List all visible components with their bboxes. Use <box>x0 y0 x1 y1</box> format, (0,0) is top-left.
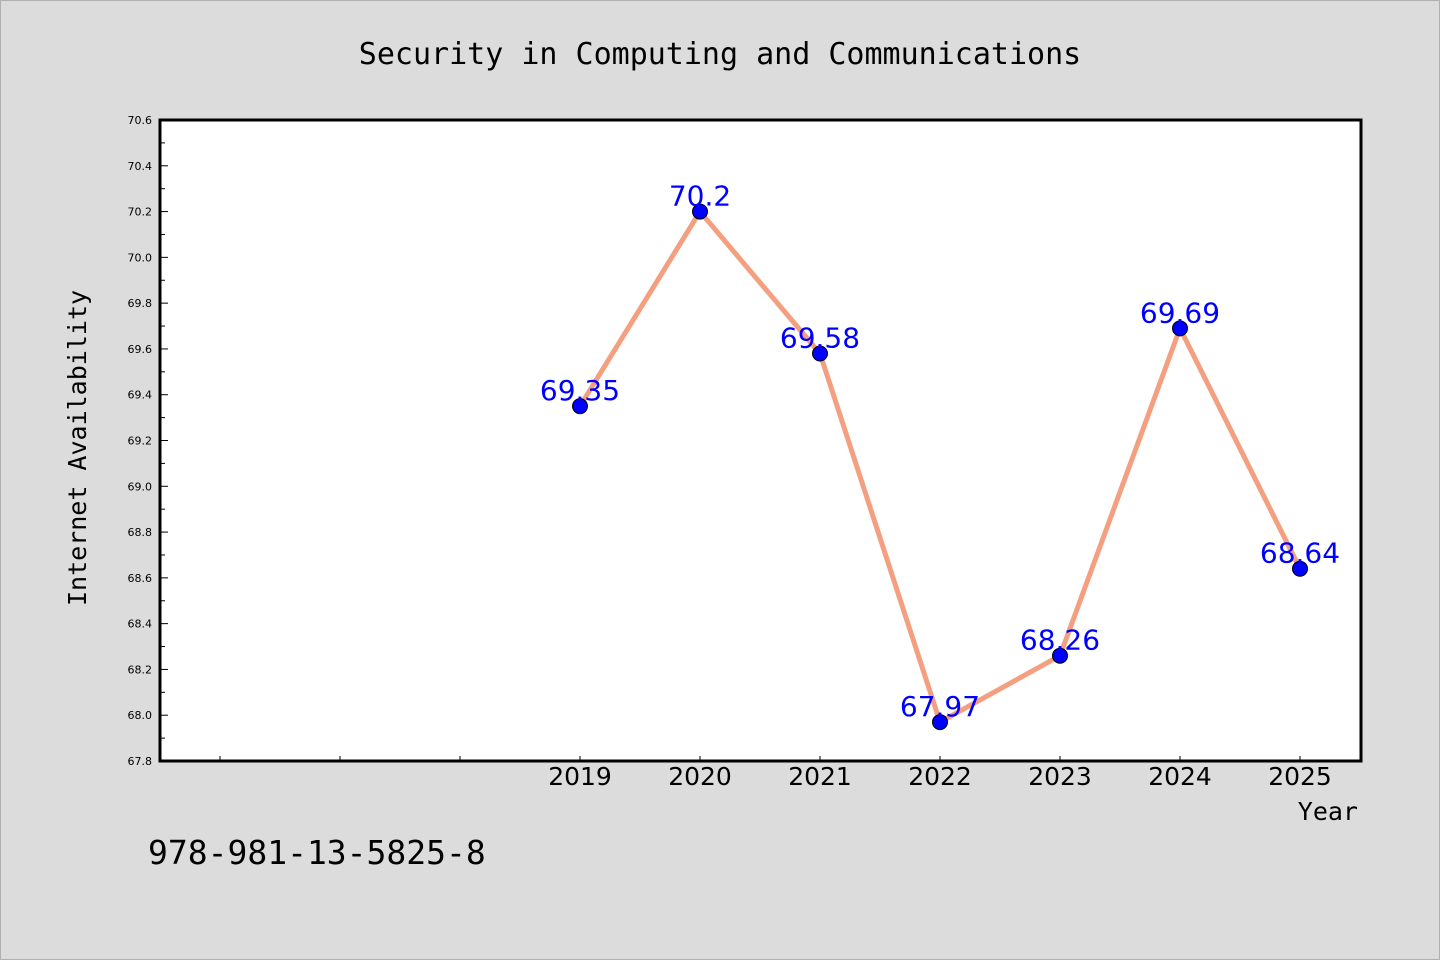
data-point <box>812 345 828 362</box>
y-tick-label: 70.2 <box>128 206 153 219</box>
data-point <box>1052 647 1068 664</box>
x-tick-label: 2019 <box>548 762 612 791</box>
data-point <box>932 714 948 731</box>
y-tick-label: 69.2 <box>128 435 153 448</box>
data-label: 68.64 <box>1260 537 1340 570</box>
y-tick-label: 70.4 <box>128 160 153 173</box>
x-tick-label: 2020 <box>668 762 732 791</box>
y-tick-label: 70.6 <box>128 114 153 127</box>
y-tick-label: 68.6 <box>128 572 153 585</box>
data-point <box>1292 560 1308 577</box>
x-axis-label: Year <box>1298 797 1358 826</box>
y-tick-label: 69.0 <box>128 480 153 493</box>
plot-area <box>158 118 1363 763</box>
x-tick-label: 2025 <box>1268 762 1332 791</box>
data-label: 69.35 <box>540 374 620 407</box>
x-tick-label: 2022 <box>908 762 972 791</box>
x-tick-label: 2024 <box>1148 762 1212 791</box>
y-tick-label: 67.8 <box>128 755 153 768</box>
isbn-text: 978-981-13-5825-8 <box>148 833 486 872</box>
data-label: 68.26 <box>1020 624 1100 657</box>
data-label: 70.2 <box>669 180 731 213</box>
data-point <box>1172 320 1188 337</box>
data-labels: 69.35 70.2 69.58 67.97 68.26 69.69 68.64 <box>540 180 1340 724</box>
y-tick-label: 69.8 <box>128 297 153 310</box>
y-tick-label: 70.0 <box>128 251 153 264</box>
data-label: 67.97 <box>900 690 980 723</box>
chart-title: Security in Computing and Communications <box>359 37 1081 72</box>
y-tick-label: 69.6 <box>128 343 153 356</box>
data-point <box>692 203 708 220</box>
data-point <box>572 398 588 415</box>
y-tick-label: 68.2 <box>128 663 153 676</box>
y-tick-label: 69.4 <box>128 389 153 402</box>
data-label: 69.58 <box>780 322 860 355</box>
x-tick-label: 2023 <box>1028 762 1092 791</box>
data-label: 69.69 <box>1140 296 1220 329</box>
x-tick-label: 2021 <box>788 762 852 791</box>
y-tick-label: 68.4 <box>128 618 153 631</box>
axis-ticks: 67.8 68.0 68.2 68.4 68.6 68.8 69.0 69.2 69.4 69.6… <box>128 114 1332 791</box>
y-tick-label: 68.8 <box>128 526 153 539</box>
y-tick-label: 68.0 <box>128 709 153 722</box>
data-points <box>572 203 1308 731</box>
y-axis-label: Internet Availability <box>63 290 92 606</box>
